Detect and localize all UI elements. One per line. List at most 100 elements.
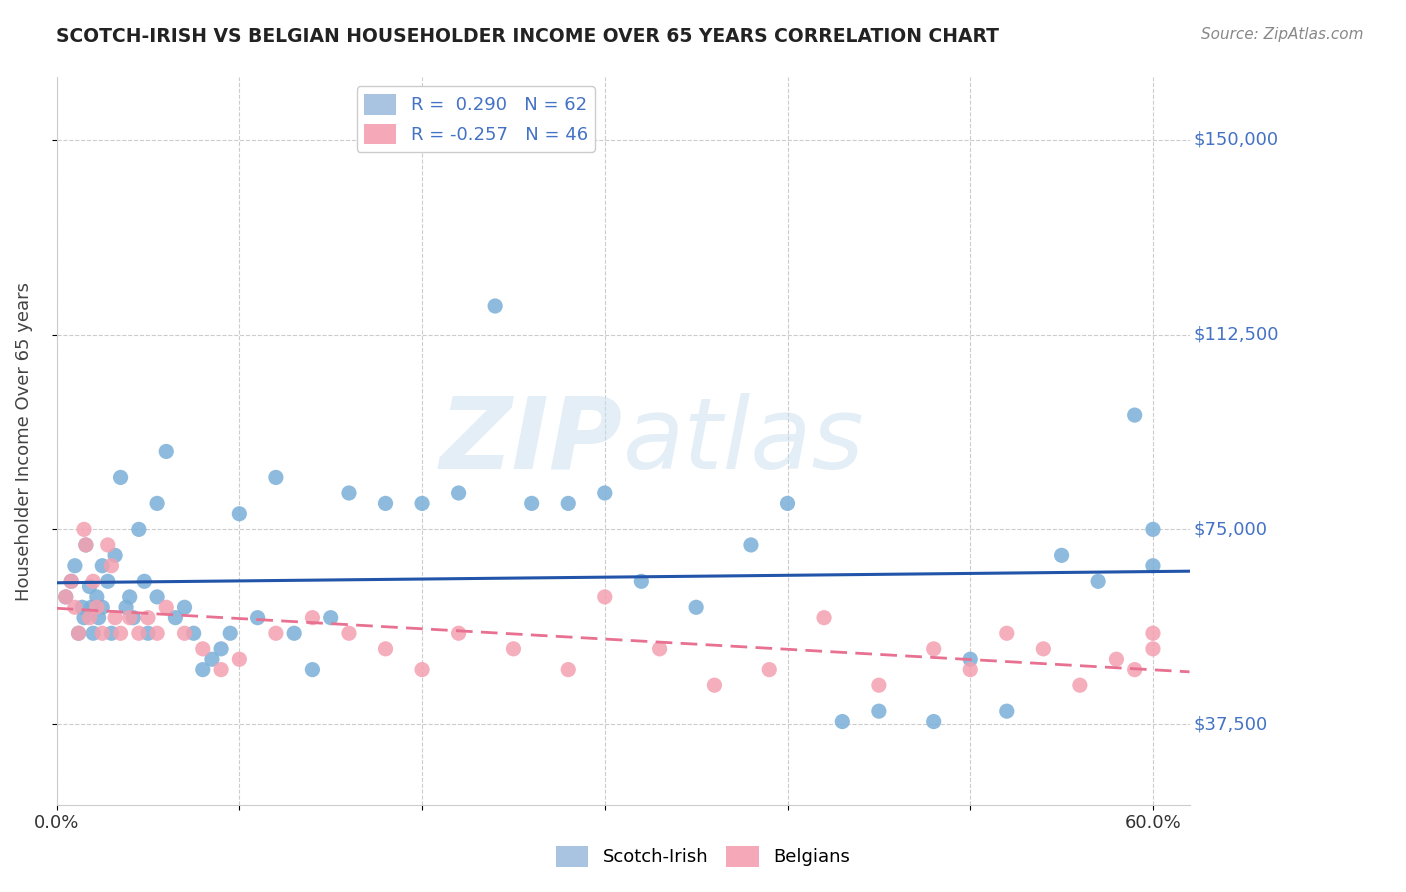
Point bbox=[118, 590, 141, 604]
Point bbox=[813, 610, 835, 624]
Point bbox=[959, 663, 981, 677]
Point bbox=[648, 641, 671, 656]
Point bbox=[703, 678, 725, 692]
Point bbox=[959, 652, 981, 666]
Point bbox=[86, 600, 108, 615]
Point bbox=[91, 600, 114, 615]
Point bbox=[75, 538, 97, 552]
Point bbox=[70, 600, 93, 615]
Point bbox=[60, 574, 83, 589]
Point bbox=[97, 574, 120, 589]
Text: $75,000: $75,000 bbox=[1194, 520, 1267, 539]
Point bbox=[75, 538, 97, 552]
Point bbox=[73, 522, 96, 536]
Point bbox=[173, 600, 195, 615]
Point bbox=[502, 641, 524, 656]
Point bbox=[73, 610, 96, 624]
Point bbox=[557, 496, 579, 510]
Point bbox=[136, 626, 159, 640]
Text: $37,500: $37,500 bbox=[1194, 715, 1267, 733]
Point bbox=[128, 522, 150, 536]
Point bbox=[283, 626, 305, 640]
Point bbox=[80, 600, 103, 615]
Point bbox=[115, 600, 138, 615]
Point bbox=[1032, 641, 1054, 656]
Point bbox=[60, 574, 83, 589]
Text: atlas: atlas bbox=[623, 392, 865, 490]
Point bbox=[411, 663, 433, 677]
Point bbox=[146, 626, 169, 640]
Point bbox=[128, 626, 150, 640]
Point bbox=[110, 626, 132, 640]
Point bbox=[1087, 574, 1109, 589]
Point bbox=[1123, 663, 1146, 677]
Point bbox=[100, 558, 122, 573]
Point bbox=[447, 486, 470, 500]
Point bbox=[79, 610, 101, 624]
Point bbox=[183, 626, 205, 640]
Point bbox=[337, 626, 360, 640]
Y-axis label: Householder Income Over 65 years: Householder Income Over 65 years bbox=[15, 282, 32, 600]
Point bbox=[868, 704, 890, 718]
Point bbox=[1142, 626, 1164, 640]
Point bbox=[301, 610, 323, 624]
Point bbox=[91, 558, 114, 573]
Point bbox=[118, 610, 141, 624]
Point bbox=[1142, 522, 1164, 536]
Point bbox=[173, 626, 195, 640]
Point bbox=[209, 663, 232, 677]
Point bbox=[155, 600, 177, 615]
Point bbox=[110, 470, 132, 484]
Point bbox=[374, 496, 396, 510]
Point bbox=[191, 663, 214, 677]
Point bbox=[995, 626, 1018, 640]
Point bbox=[55, 590, 77, 604]
Point bbox=[87, 610, 110, 624]
Point bbox=[1142, 641, 1164, 656]
Point bbox=[557, 663, 579, 677]
Text: $150,000: $150,000 bbox=[1194, 131, 1278, 149]
Text: $112,500: $112,500 bbox=[1194, 326, 1278, 343]
Point bbox=[484, 299, 506, 313]
Point bbox=[136, 610, 159, 624]
Point bbox=[1123, 408, 1146, 422]
Point bbox=[79, 580, 101, 594]
Point bbox=[82, 574, 104, 589]
Point bbox=[776, 496, 799, 510]
Point bbox=[593, 590, 616, 604]
Point bbox=[91, 626, 114, 640]
Text: SCOTCH-IRISH VS BELGIAN HOUSEHOLDER INCOME OVER 65 YEARS CORRELATION CHART: SCOTCH-IRISH VS BELGIAN HOUSEHOLDER INCO… bbox=[56, 27, 1000, 45]
Point bbox=[411, 496, 433, 510]
Point bbox=[922, 714, 945, 729]
Text: ZIP: ZIP bbox=[440, 392, 623, 490]
Point bbox=[740, 538, 762, 552]
Text: Source: ZipAtlas.com: Source: ZipAtlas.com bbox=[1201, 27, 1364, 42]
Point bbox=[337, 486, 360, 500]
Point bbox=[67, 626, 90, 640]
Point bbox=[593, 486, 616, 500]
Point bbox=[868, 678, 890, 692]
Point bbox=[228, 507, 250, 521]
Point bbox=[100, 626, 122, 640]
Point bbox=[63, 600, 86, 615]
Point bbox=[1050, 549, 1073, 563]
Legend: Scotch-Irish, Belgians: Scotch-Irish, Belgians bbox=[548, 838, 858, 874]
Point bbox=[831, 714, 853, 729]
Point bbox=[246, 610, 269, 624]
Point bbox=[1142, 558, 1164, 573]
Point bbox=[191, 641, 214, 656]
Point bbox=[219, 626, 242, 640]
Point bbox=[264, 470, 287, 484]
Point bbox=[520, 496, 543, 510]
Point bbox=[82, 626, 104, 640]
Point bbox=[685, 600, 707, 615]
Point bbox=[146, 590, 169, 604]
Point bbox=[447, 626, 470, 640]
Point bbox=[922, 641, 945, 656]
Point bbox=[374, 641, 396, 656]
Point bbox=[1069, 678, 1091, 692]
Point bbox=[97, 538, 120, 552]
Point bbox=[155, 444, 177, 458]
Point bbox=[55, 590, 77, 604]
Point bbox=[301, 663, 323, 677]
